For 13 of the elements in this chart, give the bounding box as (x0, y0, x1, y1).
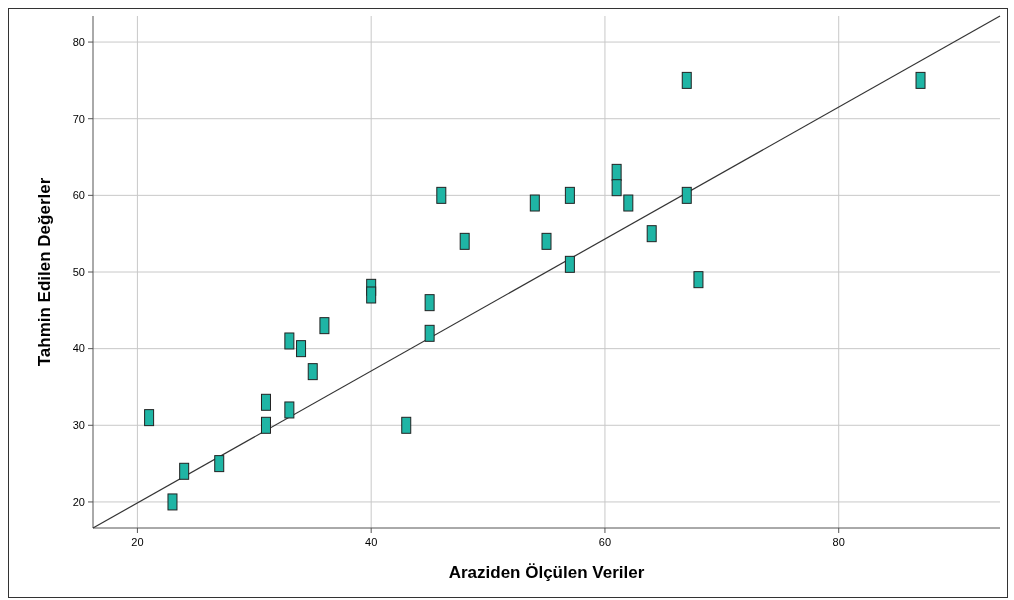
x-axis-title: Araziden Ölçülen Veriler (448, 563, 645, 582)
y-tick-label: 40 (72, 342, 85, 355)
y-tick-label: 20 (72, 495, 85, 508)
x-tick-label: 80 (832, 536, 845, 548)
y-tick-label: 70 (72, 112, 85, 125)
y-tick-label: 80 (72, 35, 85, 48)
x-tick-label: 60 (598, 536, 612, 548)
y-axis-title: Tahmin Edilen Değerler (35, 177, 54, 367)
y-tick-label: 50 (72, 265, 85, 278)
y-tick-label: 30 (72, 419, 85, 432)
x-tick-label: 40 (365, 536, 378, 548)
x-tick-label: 20 (131, 536, 144, 548)
y-tick-label: 60 (72, 189, 85, 202)
